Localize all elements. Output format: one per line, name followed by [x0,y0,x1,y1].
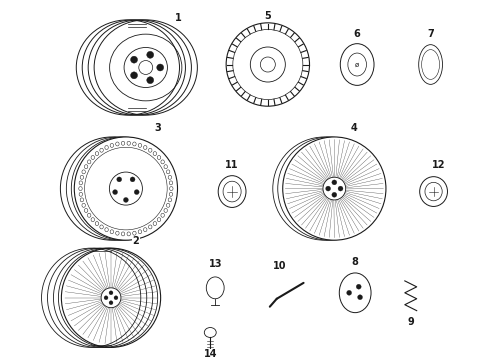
Ellipse shape [101,288,121,308]
Text: 7: 7 [427,29,434,39]
Ellipse shape [323,177,345,200]
Ellipse shape [134,190,139,194]
Text: 8: 8 [352,257,359,267]
Ellipse shape [419,177,447,206]
Ellipse shape [113,190,118,194]
Ellipse shape [283,137,386,240]
Text: 6: 6 [354,29,361,39]
Text: 11: 11 [225,160,239,170]
Ellipse shape [147,51,154,58]
Ellipse shape [114,296,118,300]
Ellipse shape [147,77,154,84]
Text: 13: 13 [208,259,222,269]
Ellipse shape [340,44,374,85]
Ellipse shape [117,177,122,182]
Ellipse shape [139,60,153,75]
Ellipse shape [338,186,343,191]
Text: 3: 3 [154,123,161,133]
Ellipse shape [356,284,361,289]
Text: 2: 2 [132,236,139,246]
Ellipse shape [339,273,371,312]
Ellipse shape [74,137,177,240]
Text: 1: 1 [175,13,182,23]
Ellipse shape [332,180,337,185]
Text: 5: 5 [265,11,271,21]
Text: 10: 10 [273,261,287,271]
Text: 9: 9 [407,316,414,327]
Ellipse shape [130,177,135,182]
Text: ø: ø [355,62,359,68]
Ellipse shape [130,72,138,79]
Text: 14: 14 [203,349,217,359]
Ellipse shape [346,290,352,295]
Ellipse shape [157,64,164,71]
Ellipse shape [104,296,108,300]
Ellipse shape [109,172,143,205]
Ellipse shape [130,56,138,63]
Ellipse shape [250,47,285,82]
Ellipse shape [326,186,331,191]
Ellipse shape [418,45,442,84]
Ellipse shape [218,176,246,207]
Text: 12: 12 [432,160,445,170]
Ellipse shape [109,301,113,305]
Ellipse shape [332,192,337,197]
Ellipse shape [358,295,363,300]
Text: 4: 4 [351,123,358,133]
Ellipse shape [124,48,168,87]
Ellipse shape [109,291,113,295]
Ellipse shape [226,23,310,106]
Ellipse shape [206,277,224,299]
Ellipse shape [204,328,216,337]
Ellipse shape [123,197,128,202]
